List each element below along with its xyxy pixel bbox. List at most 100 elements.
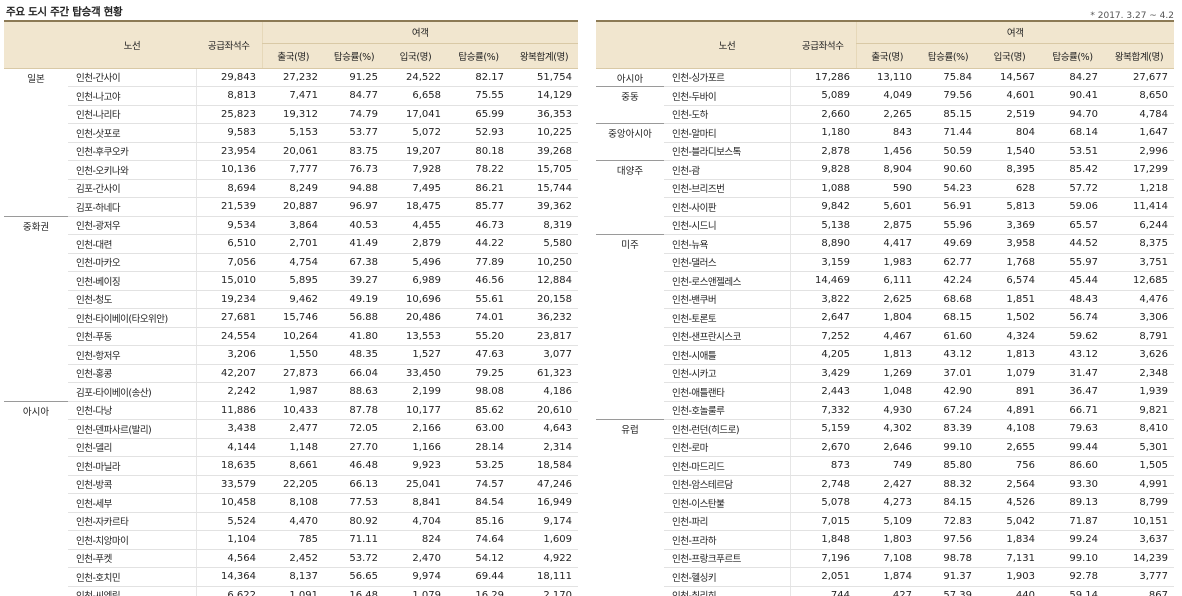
out-pax-cell: 2,701 [262, 234, 324, 254]
out-pax-cell: 19,312 [262, 105, 324, 124]
out-rate-cell: 85.80 [918, 456, 978, 476]
out-pax-cell: 5,153 [262, 123, 324, 143]
in-rate-cell: 55.61 [447, 290, 510, 309]
total-cell: 1,609 [510, 530, 578, 550]
header-total: 왕복합계(명) [1104, 42, 1174, 69]
out-rate-cell: 91.37 [918, 567, 978, 587]
out-rate-cell: 91.25 [324, 68, 384, 87]
region-label: 중앙아시아 [596, 123, 664, 161]
out-pax-cell: 590 [856, 179, 918, 198]
route-cell: 인천-밴쿠버 [664, 290, 790, 309]
table-row: 인천-마드리드 873 749 85.80 756 86.60 1,505 [596, 456, 1174, 476]
out-rate-cell: 71.11 [324, 530, 384, 550]
in-pax-cell: 4,891 [978, 401, 1041, 420]
capacity-cell: 33,579 [195, 475, 262, 494]
route-cell: 인천-뉴욕 [664, 234, 790, 254]
in-pax-cell: 2,166 [384, 419, 447, 439]
capacity-cell: 5,524 [195, 512, 262, 531]
out-pax-cell: 8,661 [262, 456, 324, 476]
out-pax-cell: 785 [262, 530, 324, 550]
table-row: 인천-대련 6,510 2,701 41.49 2,879 44.22 5,580 [4, 234, 578, 254]
in-rate-cell: 43.12 [1041, 345, 1104, 365]
capacity-cell: 3,159 [789, 253, 856, 272]
in-rate-cell: 74.01 [447, 308, 510, 328]
capacity-cell: 2,878 [789, 142, 856, 161]
route-cell: 인천-취리히 [664, 586, 790, 596]
out-pax-cell: 4,417 [856, 234, 918, 254]
total-cell: 1,647 [1104, 123, 1174, 143]
route-cell: 인천-시드니 [664, 216, 790, 235]
out-pax-cell: 4,930 [856, 401, 918, 420]
capacity-cell: 11,886 [195, 400, 262, 420]
route-cell: 인천-오키나와 [68, 160, 196, 180]
total-cell: 1,939 [1104, 382, 1174, 402]
capacity-cell: 1,180 [789, 123, 856, 143]
in-rate-cell: 52.93 [447, 123, 510, 143]
out-pax-cell: 2,875 [856, 216, 918, 235]
capacity-cell: 14,469 [789, 271, 856, 291]
capacity-cell: 744 [789, 586, 856, 596]
in-pax-cell: 4,455 [384, 215, 447, 235]
in-rate-cell: 79.63 [1041, 419, 1104, 439]
out-pax-cell: 1,091 [262, 586, 324, 596]
in-pax-cell: 3,369 [978, 216, 1041, 235]
in-pax-cell: 4,526 [978, 493, 1041, 513]
out-pax-cell: 4,302 [856, 419, 918, 439]
capacity-cell: 6,510 [195, 234, 262, 254]
capacity-cell: 5,078 [789, 493, 856, 513]
capacity-cell: 1,104 [195, 530, 262, 550]
route-cell: 인천-마닐라 [68, 456, 196, 476]
table-row: 인천-블라디보스톡 2,878 1,456 50.59 1,540 53.51 2,996 [596, 142, 1174, 161]
out-rate-cell: 88.32 [918, 475, 978, 494]
table-row: 인천-타이베이(타오위안) 27,681 15,746 56.88 20,486 74.0… [4, 308, 578, 328]
header-route: 노선 [664, 21, 790, 69]
route-cell: 인천-씨엠립 [68, 586, 196, 596]
in-rate-cell: 47.63 [447, 345, 510, 365]
out-pax-cell: 749 [856, 456, 918, 476]
out-rate-cell: 68.15 [918, 308, 978, 328]
capacity-cell: 8,813 [195, 86, 262, 106]
in-rate-cell: 63.00 [447, 419, 510, 439]
route-cell: 인천-시애틀 [664, 345, 790, 365]
capacity-cell: 3,206 [195, 345, 262, 365]
total-cell: 1,218 [1104, 179, 1174, 198]
header-out-rate: 탑승률(%) [918, 42, 978, 69]
route-cell: 인천-방콕 [68, 475, 196, 494]
route-cell: 인천-델리 [68, 438, 196, 457]
in-rate-cell: 54.12 [447, 549, 510, 568]
table-row: 일본 인천-간사이 29,843 27,232 91.25 24,522 82.17 51,7… [4, 68, 578, 87]
table-row: 인천-덴파사르(발리) 3,438 2,477 72.05 2,166 63.00 4,64… [4, 419, 578, 439]
table-row: 중화권 인천-광저우 9,534 3,864 40.53 4,455 46.73 8,319 [4, 215, 578, 401]
total-cell: 17,299 [1104, 160, 1174, 180]
capacity-cell: 2,670 [789, 438, 856, 457]
out-rate-cell: 74.79 [324, 105, 384, 124]
capacity-cell: 7,015 [789, 512, 856, 531]
out-pax-cell: 1,550 [262, 345, 324, 365]
total-cell: 867 [1104, 586, 1174, 596]
out-pax-cell: 7,777 [262, 160, 324, 180]
in-rate-cell: 82.17 [447, 68, 510, 87]
out-rate-cell: 84.15 [918, 493, 978, 513]
out-rate-cell: 50.59 [918, 142, 978, 161]
table-body-left: 일본 인천-간사이 29,843 27,232 91.25 24,522 82.17 51,7… [4, 68, 578, 596]
out-rate-cell: 48.35 [324, 345, 384, 365]
in-rate-cell: 59.62 [1041, 327, 1104, 346]
capacity-cell: 24,554 [195, 327, 262, 346]
period-note: * 2017. 3.27 ~ 4.2 [1090, 11, 1174, 21]
route-cell: 인천-다낭 [68, 400, 196, 420]
out-rate-cell: 37.01 [918, 364, 978, 383]
total-cell: 3,637 [1104, 530, 1174, 550]
out-rate-cell: 98.78 [918, 549, 978, 568]
total-cell: 4,991 [1104, 475, 1174, 494]
out-rate-cell: 16.48 [324, 586, 384, 596]
route-cell: 인천-애틀랜타 [664, 382, 790, 402]
out-rate-cell: 99.10 [918, 438, 978, 457]
capacity-cell: 18,635 [195, 456, 262, 476]
header-capacity: 공급좌석수 [196, 21, 262, 69]
in-pax-cell: 1,502 [978, 308, 1041, 328]
route-cell: 인천-블라디보스톡 [664, 142, 790, 161]
out-pax-cell: 2,265 [856, 105, 918, 124]
in-pax-cell: 2,879 [384, 234, 447, 254]
total-cell: 2,348 [1104, 364, 1174, 383]
out-pax-cell: 1,983 [856, 253, 918, 272]
